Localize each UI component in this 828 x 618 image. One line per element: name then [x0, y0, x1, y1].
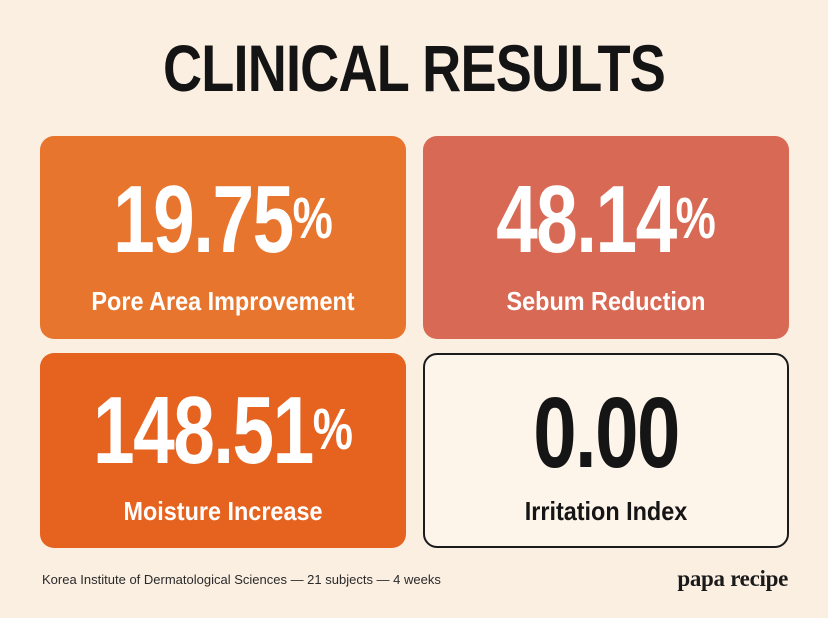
stat-value: 148.51% [80, 383, 365, 479]
stat-card-moisture: 148.51% Moisture Increase [40, 353, 406, 548]
stat-unit: % [675, 186, 716, 251]
stat-label: Pore Area Improvement [91, 286, 355, 316]
stat-label: Irritation Index [524, 496, 688, 526]
stat-label: Moisture Increase [123, 496, 323, 526]
stat-number: 48.14 [496, 166, 677, 273]
stat-card-irritation: 0.00 Irritation Index [423, 353, 789, 548]
stat-unit: % [312, 397, 353, 462]
stat-number: 19.75 [113, 166, 294, 273]
brand-logo: papa recipe [677, 566, 788, 591]
stat-number: 148.51 [93, 377, 314, 484]
stat-number: 0.00 [533, 377, 680, 489]
stat-value: 19.75% [80, 172, 365, 268]
stat-value: 48.14% [463, 172, 748, 268]
page-title: CLINICAL RESULTS [162, 31, 666, 105]
stat-card-pore-area: 19.75% Pore Area Improvement [40, 136, 406, 339]
stat-card-sebum: 48.14% Sebum Reduction [423, 136, 789, 339]
stat-label: Sebum Reduction [506, 286, 706, 316]
stat-unit: % [292, 186, 333, 251]
source-note: Korea Institute of Dermatological Scienc… [42, 572, 441, 587]
stat-value: 0.00 [465, 383, 747, 483]
